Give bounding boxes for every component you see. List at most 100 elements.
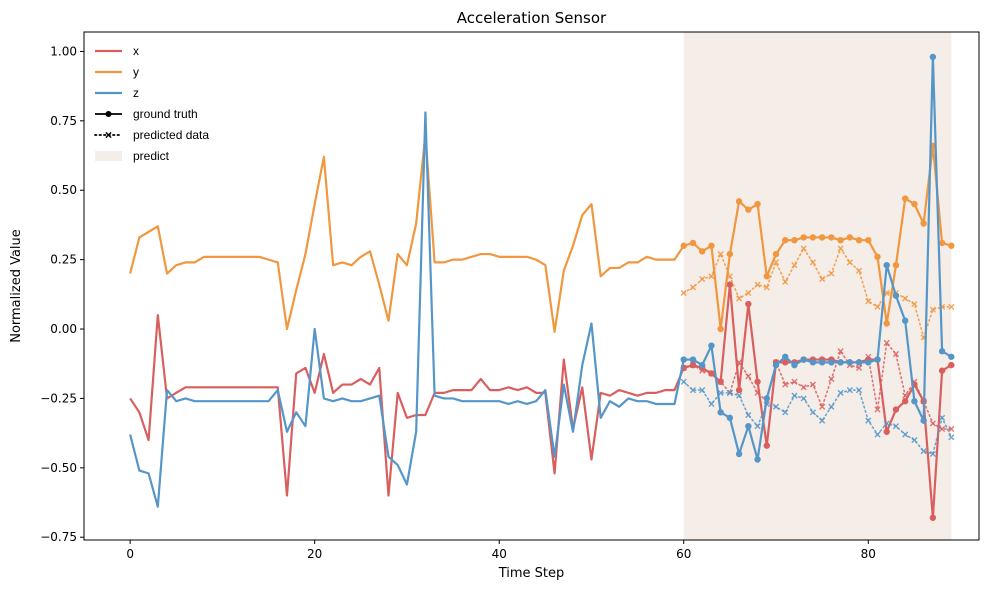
- ground-truth-point-z: [828, 359, 835, 366]
- ground-truth-point-y: [680, 242, 687, 249]
- predicted-point-x: [782, 381, 789, 388]
- ground-truth-point-y: [800, 234, 807, 241]
- ground-truth-point-y: [763, 273, 770, 280]
- predicted-point-y: [809, 259, 817, 266]
- ground-truth-point-y: [772, 250, 780, 258]
- ground-truth-point-x: [735, 386, 743, 394]
- predicted-point-z: [745, 411, 752, 419]
- ground-truth-point-x: [883, 428, 890, 435]
- predicted-point-x: [883, 339, 890, 347]
- legend-label: predicted data: [133, 128, 209, 142]
- plot-frame: [83, 31, 980, 541]
- predicted-point-y: [680, 289, 687, 297]
- ground-truth-point-z: [745, 422, 752, 430]
- predicted-point-y: [948, 303, 955, 310]
- predicted-point-y: [791, 262, 798, 269]
- ground-truth-point-z: [855, 359, 863, 366]
- legend-item: predict: [95, 149, 170, 163]
- legend-label: ground truth: [133, 107, 198, 121]
- predicted-point-y: [837, 245, 844, 252]
- predicted-point-z: [708, 400, 715, 408]
- ground-truth-point-z: [791, 361, 798, 369]
- predicted-point-x: [689, 362, 697, 369]
- ground-truth-point-z: [717, 409, 724, 416]
- predicted-point-z: [828, 403, 835, 410]
- ground-truth-point-z: [698, 361, 706, 369]
- ground-truth-point-z: [726, 414, 734, 422]
- predicted-point-x: [800, 384, 807, 391]
- predicted-point-x: [855, 364, 863, 371]
- legend-label: z: [133, 86, 139, 100]
- predicted-point-y: [902, 295, 909, 302]
- predicted-point-z: [837, 389, 844, 396]
- ground-truth-point-z: [809, 359, 817, 366]
- predicted-point-x: [717, 378, 724, 385]
- predicted-point-x: [948, 425, 955, 433]
- predicted-point-z: [736, 392, 743, 399]
- ground-truth-point-y: [791, 236, 798, 244]
- predicted-point-y: [911, 300, 918, 308]
- predicted-point-y: [689, 284, 697, 291]
- predicted-point-x: [837, 348, 844, 355]
- predicted-point-x: [791, 378, 798, 385]
- y-tick-label: −0.50: [40, 461, 77, 475]
- ground-truth-point-z: [883, 261, 890, 269]
- ground-truth-point-y: [698, 248, 706, 255]
- ground-truth-point-z: [929, 53, 937, 61]
- predicted-point-y: [865, 298, 872, 305]
- ground-truth-point-z: [948, 353, 955, 360]
- predicted-point-x: [819, 403, 826, 410]
- ground-truth-point-z: [763, 395, 770, 402]
- ground-truth-point-x: [901, 398, 909, 405]
- x-axis-label: Time Step: [498, 566, 565, 581]
- ground-truth-point-y: [828, 234, 835, 241]
- ground-truth-point-y: [948, 242, 955, 249]
- predicted-point-x: [699, 367, 706, 374]
- ground-truth-point-z: [818, 359, 826, 366]
- y-tick-label: 0.25: [50, 253, 77, 267]
- predicted-point-y: [699, 275, 706, 283]
- ground-truth-point-y: [708, 242, 715, 249]
- predicted-point-x: [708, 370, 715, 377]
- predicted-point-x: [809, 381, 817, 388]
- ground-truth-point-y: [837, 236, 844, 244]
- ground-truth-point-z: [772, 361, 780, 369]
- y-tick-label: 0.00: [50, 322, 77, 336]
- x-tick-label: 80: [861, 547, 876, 561]
- predicted-point-z: [754, 423, 761, 430]
- predicted-point-z: [809, 409, 817, 416]
- ground-truth-point-x: [754, 378, 761, 385]
- predicted-point-y: [708, 273, 715, 280]
- ground-truth-point-x: [782, 359, 789, 366]
- ground-truth-point-y: [883, 320, 890, 327]
- predicted-point-z: [763, 400, 770, 408]
- predicted-line-z: [682, 380, 953, 455]
- predicted-point-z: [874, 431, 881, 438]
- ground-truth-point-y: [855, 236, 863, 244]
- ground-truth-point-z: [708, 342, 715, 349]
- ground-truth-point-y: [735, 198, 743, 205]
- ground-truth-point-y: [717, 325, 724, 333]
- legend-item: ground truth: [95, 107, 198, 121]
- ground-truth-point-x: [763, 442, 770, 449]
- predicted-point-y: [800, 245, 807, 252]
- predicted-point-z: [726, 389, 733, 396]
- y-tick-label: 0.50: [50, 183, 77, 197]
- ground-truth-point-z: [865, 359, 872, 366]
- series-y: [129, 133, 955, 341]
- predicted-point-z: [948, 434, 955, 441]
- predicted-point-z: [883, 420, 890, 427]
- y-tick-label: 0.75: [50, 114, 77, 128]
- ground-truth-point-z: [680, 356, 687, 363]
- predicted-point-z: [699, 387, 706, 394]
- y-axis: −0.75 −0.50 −0.25 0.00 0.25 0.50 0.75 1.00: [40, 44, 84, 544]
- ground-truth-point-y: [911, 200, 918, 208]
- predicted-point-y: [782, 278, 789, 285]
- predicted-point-y: [736, 295, 743, 302]
- ground-truth-point-z: [735, 450, 743, 458]
- ground-truth-point-y: [726, 250, 734, 258]
- ground-truth-point-y: [938, 239, 946, 247]
- predicted-point-y: [717, 250, 724, 258]
- ground-truth-point-x: [726, 281, 734, 288]
